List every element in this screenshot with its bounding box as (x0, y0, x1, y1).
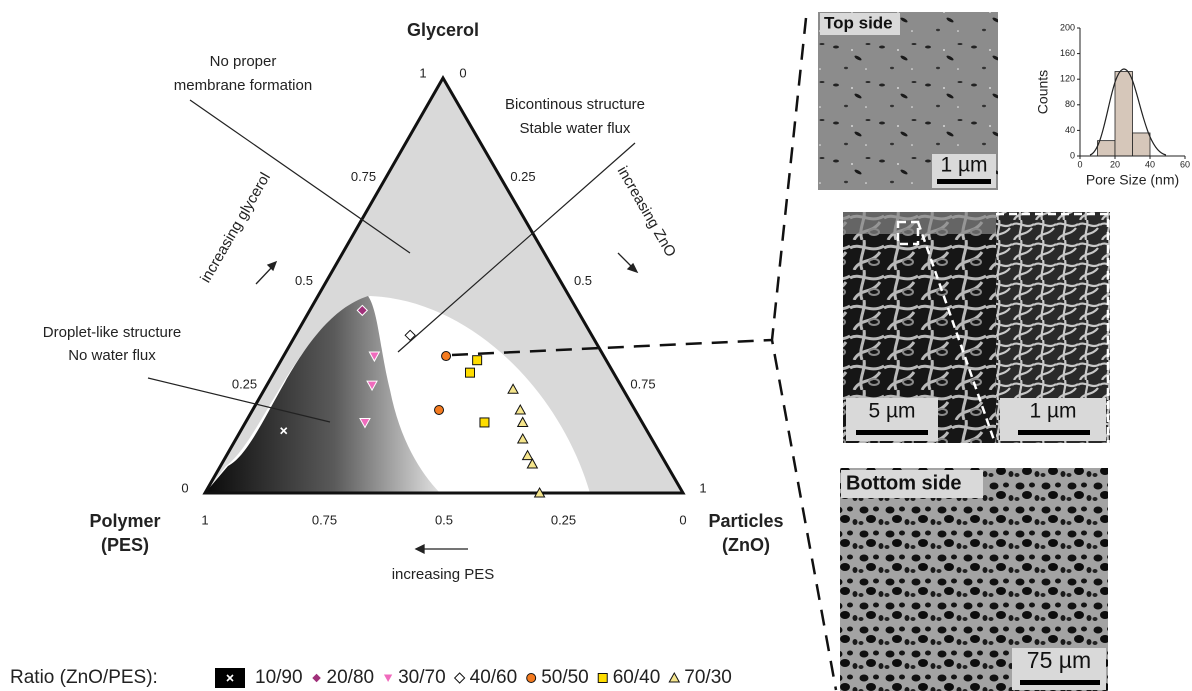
axis-label: increasing PES (392, 566, 495, 583)
legend-label: 30/70 (398, 667, 446, 688)
annotation: membrane formation (174, 77, 312, 94)
y-tick-label: 80 (1065, 99, 1075, 109)
y-tick-label: 0 (1070, 150, 1075, 160)
legend-title: Ratio (ZnO/PES): (10, 667, 158, 688)
scale-bar (1020, 680, 1100, 685)
x-tick-label: 20 (1110, 159, 1120, 169)
legend-label: 60/40 (613, 667, 661, 688)
tick-label: 0 (459, 65, 466, 80)
x-axis-label: Pore Size (nm) (1086, 172, 1179, 188)
tick-label: 0.25 (551, 512, 576, 527)
tick-label: 0 (181, 480, 188, 495)
tick-label: 0.25 (232, 377, 257, 392)
marker-circle (527, 674, 536, 683)
leader-line (190, 100, 410, 253)
tick-label: 1 (201, 512, 208, 527)
tick-label: 0 (679, 512, 686, 527)
tick-label: 0.5 (574, 273, 592, 288)
marker-diamond (312, 673, 322, 683)
vertex-label: Particles (708, 511, 783, 531)
tick-label: 0.25 (510, 169, 535, 184)
tick-label: 0.75 (630, 377, 655, 392)
y-axis-label: Counts (1035, 70, 1051, 114)
scale-label: 5 µm (868, 400, 915, 423)
y-tick-label: 200 (1060, 22, 1075, 32)
annotation: No water flux (68, 347, 156, 364)
annotation: No proper (210, 53, 277, 70)
vertex-label: (ZnO) (722, 535, 770, 555)
marker-square (466, 368, 475, 377)
scale-label: 75 µm (1027, 647, 1091, 673)
annotation: Stable water flux (520, 120, 631, 137)
marker-circle (435, 406, 444, 415)
scale-bar (937, 179, 991, 184)
bar (1098, 141, 1116, 156)
marker-diamond (455, 673, 465, 683)
sem-title: Bottom side (846, 472, 962, 494)
legend: Ratio (ZnO/PES): 10/90 20/80 30/70 40/60 50/5… (10, 667, 732, 688)
scale-bar (856, 430, 928, 435)
vertex-label: Glycerol (407, 20, 479, 40)
sem-title: Top side (824, 13, 893, 32)
y-tick-label: 120 (1060, 74, 1075, 84)
marker-triangle (669, 673, 679, 682)
x-tick-label: 60 (1180, 159, 1190, 169)
axis-label: increasing glycerol (197, 170, 274, 286)
scale-label: 1 µm (940, 154, 987, 177)
scale-label: 1 µm (1029, 400, 1076, 423)
axis-label: increasing ZnO (614, 163, 680, 260)
y-tick-label: 160 (1060, 48, 1075, 58)
tick-label: 0.75 (351, 169, 376, 184)
scale-bar (1018, 430, 1090, 435)
tick-label: 1 (699, 480, 706, 495)
tick-label: 1 (419, 65, 426, 80)
x-tick-label: 0 (1077, 159, 1082, 169)
marker-square (473, 356, 482, 365)
tick-label: 0.5 (435, 512, 453, 527)
bar (1115, 72, 1133, 156)
x-tick-label: 40 (1145, 159, 1155, 169)
marker-square (480, 418, 489, 427)
legend-label: 20/80 (327, 667, 375, 688)
legend-label: 10/90 (255, 667, 303, 688)
legend-label: 50/50 (541, 667, 589, 688)
tick-label: 0.75 (312, 512, 337, 527)
marker-square (598, 674, 607, 683)
annotation: Droplet-like structure (43, 324, 181, 341)
vertex-label: Polymer (89, 511, 160, 531)
figure: No proper membrane formation Bicontinous… (0, 0, 1192, 691)
y-tick-label: 40 (1065, 125, 1075, 135)
legend-label: 40/60 (470, 667, 518, 688)
vertex-label: (PES) (101, 535, 149, 555)
legend-label: 70/30 (684, 667, 732, 688)
annotation: Bicontinous structure (505, 96, 645, 113)
marker-circle (442, 352, 451, 361)
tick-label: 0.5 (295, 273, 313, 288)
bar (1133, 133, 1151, 156)
marker-triangle (383, 674, 393, 683)
